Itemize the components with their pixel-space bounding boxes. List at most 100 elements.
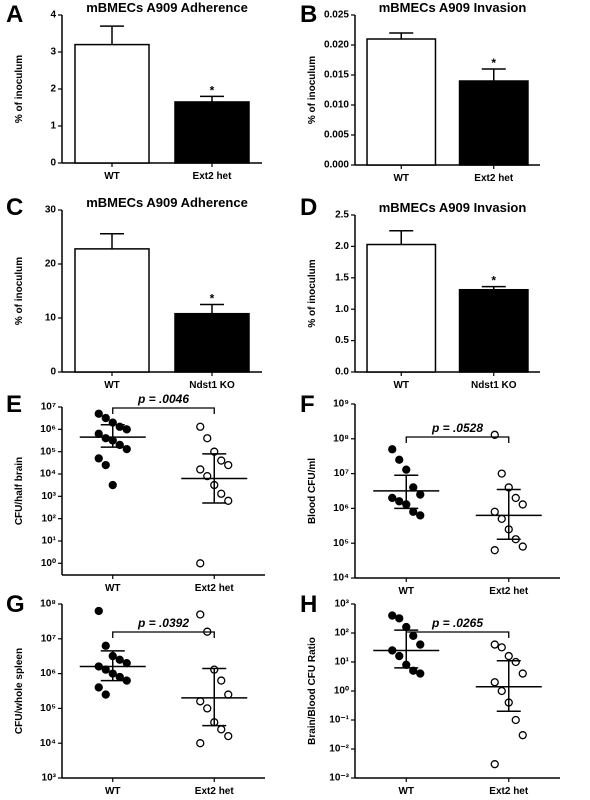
data-point bbox=[224, 460, 233, 470]
y-tick-label: 10⁷ bbox=[334, 468, 349, 479]
data-point bbox=[203, 704, 212, 713]
data-point bbox=[409, 507, 418, 516]
data-point bbox=[196, 739, 205, 748]
y-tick-label: 2.5 bbox=[335, 210, 349, 221]
data-point bbox=[416, 490, 425, 499]
data-point bbox=[217, 676, 226, 685]
y-tick-label: 10⁻² bbox=[329, 744, 349, 755]
x-tick-label: WT bbox=[105, 786, 121, 797]
data-point bbox=[217, 489, 226, 498]
chart-title: mBMECs A909 Adherence bbox=[86, 195, 248, 210]
data-point bbox=[217, 456, 226, 465]
y-tick-label: 4 bbox=[50, 10, 56, 21]
data-point bbox=[490, 678, 499, 687]
data-point bbox=[416, 669, 425, 678]
y-tick-label: 10⁶ bbox=[40, 668, 56, 679]
y-tick-label: 10⁰ bbox=[334, 686, 349, 697]
x-tick-label: Ext2 het bbox=[195, 786, 235, 797]
bar bbox=[366, 38, 437, 166]
x-tick-label: Ext2 het bbox=[195, 583, 235, 594]
data-point bbox=[224, 496, 233, 505]
y-tick-label: 10⁸ bbox=[333, 433, 349, 444]
data-point bbox=[122, 425, 131, 434]
x-tick-label: WT bbox=[104, 171, 120, 182]
data-point bbox=[94, 409, 103, 418]
p-value: p = .0265 bbox=[431, 616, 483, 630]
y-tick-label: 10⁵ bbox=[333, 538, 349, 549]
y-tick-label: 10⁻¹ bbox=[329, 715, 349, 726]
panel-letter: A bbox=[6, 1, 23, 28]
data-point bbox=[101, 413, 110, 423]
y-tick-label: 10⁷ bbox=[41, 402, 56, 413]
y-tick-label: 30 bbox=[45, 205, 57, 216]
data-point bbox=[395, 455, 404, 464]
data-point bbox=[108, 480, 117, 490]
bar bbox=[174, 312, 250, 373]
x-tick-label: WT bbox=[393, 380, 409, 391]
data-point bbox=[224, 731, 233, 741]
y-tick-label: 10³ bbox=[42, 773, 57, 784]
significance-bracket bbox=[405, 631, 510, 638]
y-tick-label: 0.025 bbox=[324, 10, 349, 21]
y-axis-label: CFU/whole spleen bbox=[14, 648, 25, 734]
y-tick-label: 20 bbox=[45, 259, 57, 270]
significance-marker: * bbox=[491, 274, 496, 288]
data-point bbox=[490, 760, 499, 769]
data-point bbox=[224, 690, 233, 699]
data-point bbox=[497, 514, 506, 524]
bar bbox=[174, 101, 250, 164]
y-tick-label: 0 bbox=[50, 367, 56, 378]
y-tick-label: 10⁸ bbox=[40, 599, 56, 610]
y-tick-label: 2 bbox=[50, 84, 56, 95]
bar bbox=[458, 288, 529, 373]
y-tick-label: 10⁴ bbox=[333, 573, 349, 584]
y-tick-label: 0.010 bbox=[324, 100, 349, 111]
data-point bbox=[203, 434, 212, 443]
data-point bbox=[518, 542, 527, 551]
y-tick-label: 2.0 bbox=[335, 241, 349, 252]
data-point bbox=[490, 640, 499, 649]
significance-marker: * bbox=[210, 292, 215, 306]
bar bbox=[74, 248, 150, 373]
x-tick-label: Ext2 het bbox=[193, 171, 233, 182]
significance-bracket bbox=[112, 407, 215, 414]
data-point bbox=[388, 611, 397, 620]
y-tick-label: 10⁴ bbox=[40, 738, 56, 749]
x-tick-label: Ndst1 KO bbox=[189, 380, 235, 391]
data-point bbox=[122, 658, 131, 668]
data-point bbox=[490, 546, 499, 555]
x-tick-label: WT bbox=[104, 380, 120, 391]
data-point bbox=[409, 483, 418, 492]
data-point bbox=[395, 614, 404, 623]
chart-title: mBMECs A909 Adherence bbox=[86, 0, 248, 15]
panel-letter: C bbox=[6, 194, 23, 221]
y-tick-label: 0.005 bbox=[324, 130, 349, 141]
y-tick-label: 10⁴ bbox=[40, 469, 56, 480]
y-tick-label: 0 bbox=[50, 158, 56, 169]
data-point bbox=[122, 444, 131, 454]
y-axis-label: Blood CFU/ml bbox=[307, 458, 318, 524]
data-point bbox=[101, 434, 110, 443]
y-tick-label: 0.015 bbox=[324, 70, 349, 81]
data-point bbox=[196, 697, 205, 706]
y-tick-label: 10⁶ bbox=[333, 503, 349, 514]
y-tick-label: 0.020 bbox=[324, 40, 349, 51]
p-value: p = .0528 bbox=[431, 421, 483, 435]
x-tick-label: Ndst1 KO bbox=[471, 380, 517, 391]
data-point bbox=[217, 725, 226, 734]
significance-bracket bbox=[112, 631, 215, 638]
data-point bbox=[518, 500, 527, 509]
y-axis-label: Brain/Blood CFU Ratio bbox=[307, 637, 318, 745]
y-tick-label: 1.5 bbox=[335, 272, 349, 283]
bar bbox=[366, 243, 437, 373]
chart-title: mBMECs A909 Invasion bbox=[379, 200, 527, 215]
panel-letter: F bbox=[300, 391, 315, 418]
data-point bbox=[94, 606, 103, 616]
y-tick-label: 10⁻³ bbox=[329, 773, 349, 784]
data-point bbox=[196, 559, 205, 568]
data-point bbox=[395, 651, 404, 661]
y-tick-label: 10¹ bbox=[42, 536, 57, 547]
data-point bbox=[497, 643, 506, 652]
y-axis-label: CFU/half brain bbox=[14, 457, 25, 525]
